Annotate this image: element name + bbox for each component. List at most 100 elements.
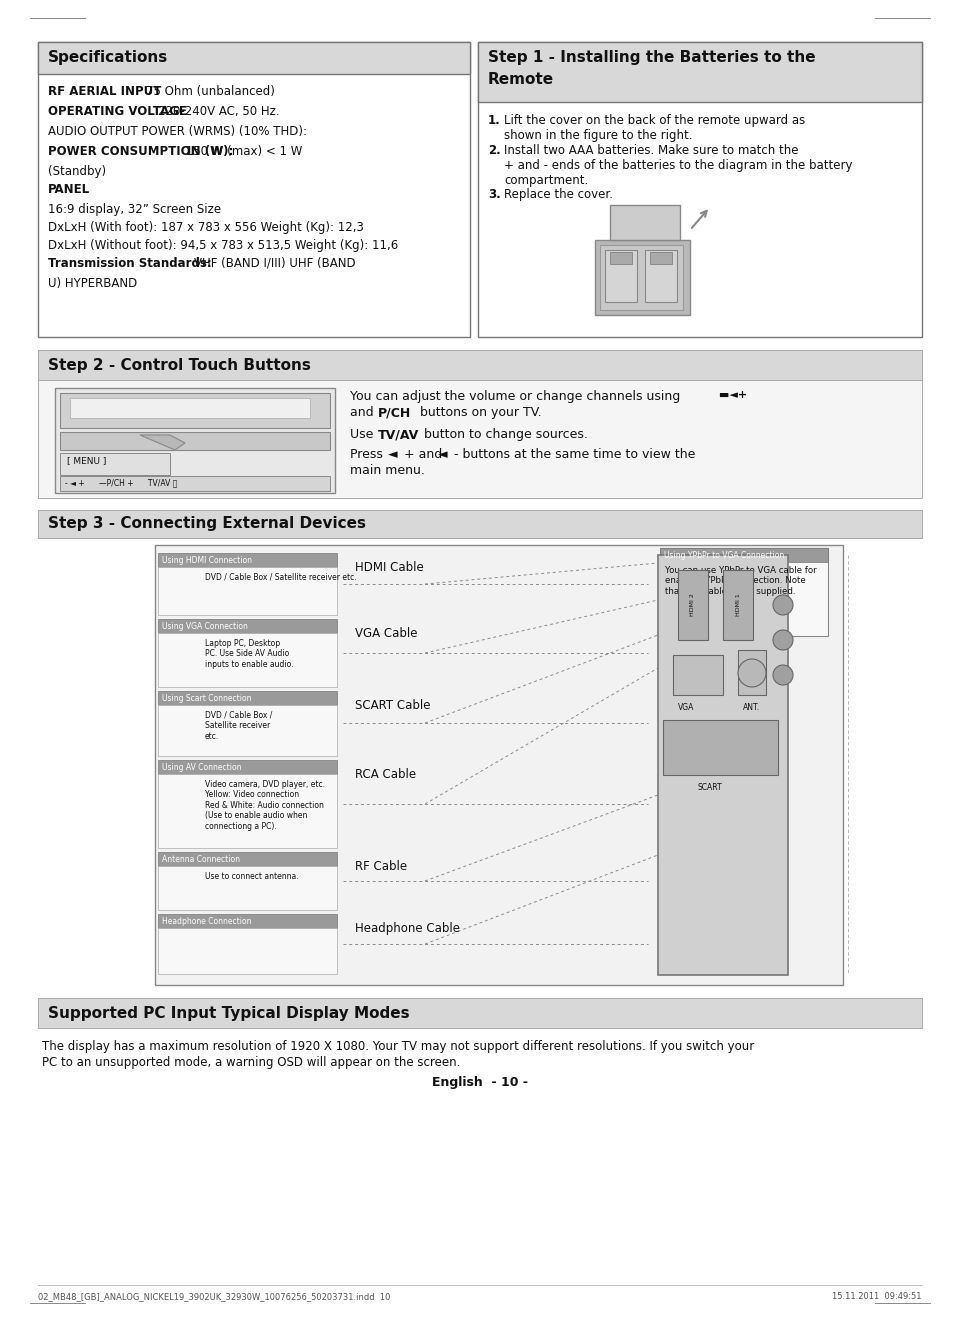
Text: You can use YPbPr to VGA cable for
enabling YPbPr connection. Note
that this cab: You can use YPbPr to VGA cable for enabl… <box>665 565 817 596</box>
Bar <box>158 620 337 633</box>
Bar <box>663 720 778 775</box>
Text: English  - 10 -: English - 10 - <box>432 1077 528 1089</box>
Text: main menu.: main menu. <box>350 464 425 477</box>
Text: - buttons at the same time to view the: - buttons at the same time to view the <box>450 448 695 461</box>
Text: Using AV Connection: Using AV Connection <box>162 764 242 771</box>
Bar <box>70 398 310 417</box>
Text: Install two AAA batteries. Make sure to match the
+ and - ends of the batteries : Install two AAA batteries. Make sure to … <box>504 144 852 188</box>
Text: Video camera, DVD player, etc.
Yellow: Video connection
Red & White: Audio conne: Video camera, DVD player, etc. Yellow: V… <box>205 779 325 831</box>
Bar <box>158 760 337 774</box>
Text: U) HYPERBAND: U) HYPERBAND <box>48 277 137 291</box>
Text: VGA Cable: VGA Cable <box>355 627 418 639</box>
Text: Step 1 - Installing the Batteries to the: Step 1 - Installing the Batteries to the <box>488 50 816 65</box>
Text: 1.: 1. <box>488 114 501 127</box>
Text: Using YPbPr to VGA Connection: Using YPbPr to VGA Connection <box>664 551 784 560</box>
Text: OPERATING VOLTAGE: OPERATING VOLTAGE <box>48 104 191 118</box>
Text: Antenna Connection: Antenna Connection <box>162 855 240 864</box>
Text: Using HDMI Connection: Using HDMI Connection <box>162 556 252 565</box>
Text: 15.11.2011  09:49:51: 15.11.2011 09:49:51 <box>832 1292 922 1301</box>
Text: RCA Cable: RCA Cable <box>355 768 416 781</box>
Bar <box>658 555 788 975</box>
Bar <box>158 852 337 867</box>
Bar <box>610 252 632 264</box>
Text: Lift the cover on the back of the remote upward as
shown in the figure to the ri: Lift the cover on the back of the remote… <box>504 114 805 141</box>
Bar <box>38 42 470 337</box>
Text: DxLxH (Without foot): 94,5 x 783 x 513,5 Weight (Kg): 11,6: DxLxH (Without foot): 94,5 x 783 x 513,5… <box>48 239 398 252</box>
Text: The display has a maximum resolution of 1920 X 1080. Your TV may not support dif: The display has a maximum resolution of … <box>42 1040 755 1053</box>
Bar <box>723 569 753 639</box>
Text: - ◄ +      —P/CH +      TV/AV ⏻: - ◄ + —P/CH + TV/AV ⏻ <box>65 478 178 487</box>
Text: VGA: VGA <box>678 703 694 712</box>
Text: Use: Use <box>350 428 377 441</box>
Text: TV/AV: TV/AV <box>378 428 420 441</box>
Bar <box>60 453 170 476</box>
Bar <box>610 205 680 240</box>
Bar <box>673 655 723 695</box>
Bar <box>158 927 337 974</box>
Text: DVD / Cable Box /
Satellite receiver
etc.: DVD / Cable Box / Satellite receiver etc… <box>205 711 273 741</box>
Text: You can adjust the volume or change channels using: You can adjust the volume or change chan… <box>350 390 681 403</box>
Bar <box>738 650 766 695</box>
Text: RF Cable: RF Cable <box>355 860 407 873</box>
Text: HDMI Cable: HDMI Cable <box>355 561 423 575</box>
Bar <box>60 432 330 450</box>
Circle shape <box>773 664 793 686</box>
Text: Headphone Cable: Headphone Cable <box>355 922 460 935</box>
Text: and: and <box>350 406 377 419</box>
Text: + and: + and <box>400 448 446 461</box>
Text: Transmission Standards:: Transmission Standards: <box>48 258 216 269</box>
Bar <box>650 252 672 264</box>
Text: 16:9 display, 32” Screen Size: 16:9 display, 32” Screen Size <box>48 203 221 217</box>
Bar <box>158 705 337 756</box>
Bar <box>158 633 337 687</box>
Text: DVD / Cable Box / Satellite receiver etc.: DVD / Cable Box / Satellite receiver etc… <box>205 573 356 583</box>
Text: Use to connect antenna.: Use to connect antenna. <box>205 872 299 881</box>
Bar <box>660 548 828 561</box>
Text: button to change sources.: button to change sources. <box>420 428 588 441</box>
Text: Laptop PC, Desktop
PC. Use Side AV Audio
inputs to enable audio.: Laptop PC, Desktop PC. Use Side AV Audio… <box>205 639 294 668</box>
Text: buttons on your TV.: buttons on your TV. <box>416 406 541 419</box>
Text: 3.: 3. <box>488 188 501 201</box>
Text: PC to an unsupported mode, a warning OSD will appear on the screen.: PC to an unsupported mode, a warning OSD… <box>42 1055 461 1069</box>
Bar <box>478 42 922 102</box>
Text: SCART Cable: SCART Cable <box>355 699 430 712</box>
Bar <box>38 510 922 538</box>
Text: 75 Ohm (unbalanced): 75 Ohm (unbalanced) <box>146 85 275 98</box>
Text: Headphone Connection: Headphone Connection <box>162 917 252 926</box>
Text: (Standby): (Standby) <box>48 165 107 178</box>
Bar <box>158 691 337 705</box>
Text: AUDIO OUTPUT POWER (WRMS) (10% THD):: AUDIO OUTPUT POWER (WRMS) (10% THD): <box>48 125 311 137</box>
Bar <box>660 548 828 635</box>
Circle shape <box>773 630 793 650</box>
Bar <box>678 569 708 639</box>
Text: Specifications: Specifications <box>48 50 168 65</box>
Text: ◄: ◄ <box>388 448 397 461</box>
Text: ▬◄+: ▬◄+ <box>715 390 747 400</box>
Text: PANEL: PANEL <box>48 184 90 196</box>
Bar <box>600 244 683 310</box>
Text: 220-240V AC, 50 Hz.: 220-240V AC, 50 Hz. <box>157 104 279 118</box>
Text: Remote: Remote <box>488 73 554 87</box>
Bar <box>595 240 690 314</box>
Bar <box>478 42 922 337</box>
Text: Replace the cover.: Replace the cover. <box>504 188 613 201</box>
Text: SCART: SCART <box>698 783 723 793</box>
Bar <box>158 567 337 616</box>
Text: 02_MB48_[GB]_ANALOG_NICKEL19_3902UK_32930W_10076256_50203731.indd  10: 02_MB48_[GB]_ANALOG_NICKEL19_3902UK_3293… <box>38 1292 391 1301</box>
Text: ◄: ◄ <box>438 448 447 461</box>
Text: ANT.: ANT. <box>743 703 760 712</box>
Bar <box>645 250 677 303</box>
Bar <box>605 250 637 303</box>
Text: P/CH: P/CH <box>378 406 411 419</box>
Bar <box>158 914 337 927</box>
Polygon shape <box>140 435 185 450</box>
Bar <box>155 546 843 985</box>
Bar <box>60 394 330 428</box>
Bar <box>158 553 337 567</box>
Bar <box>55 388 335 493</box>
Text: Using Scart Connection: Using Scart Connection <box>162 694 252 703</box>
Bar <box>38 350 922 498</box>
Bar <box>158 867 337 910</box>
Text: 150 W (max) < 1 W: 150 W (max) < 1 W <box>182 145 302 159</box>
Bar <box>60 476 330 491</box>
